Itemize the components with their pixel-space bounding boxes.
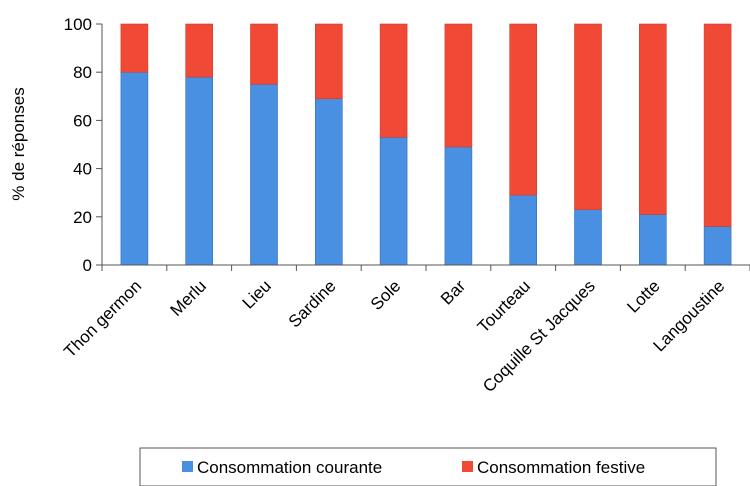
x-tick-label-1: Merlu <box>167 276 210 319</box>
legend: Consommation courante Consommation festiv… <box>139 447 717 486</box>
y-tick-label-100: 100 <box>64 15 92 34</box>
x-tick-label-2: Lieu <box>239 276 275 312</box>
bar-festive-4 <box>379 23 408 138</box>
bar-courante-8 <box>638 214 667 266</box>
bar-festive-9 <box>703 23 732 227</box>
bar-courante-7 <box>574 209 602 266</box>
y-axis-title: % de réponses <box>9 87 28 200</box>
bar-festive-8 <box>638 23 667 215</box>
bar-festive-5 <box>444 23 473 148</box>
x-tick-label-7: Coquille St Jacques <box>479 276 599 396</box>
legend-swatch-festive <box>462 461 473 472</box>
bar-courante-2 <box>250 83 278 266</box>
y-tick-label-40: 40 <box>73 160 92 179</box>
bar-festive-0 <box>120 23 149 73</box>
bar-courante-0 <box>120 71 149 266</box>
x-tick-label-4: Sole <box>367 276 404 313</box>
legend-swatch-courante <box>182 461 193 472</box>
legend-box <box>139 447 717 486</box>
y-tick-label-80: 80 <box>73 63 92 82</box>
x-tick-label-3: Sardine <box>285 276 340 331</box>
bar-courante-6 <box>509 194 538 266</box>
bar-courante-4 <box>379 136 408 266</box>
legend-label-festive: Consommation festive <box>477 458 645 477</box>
bar-festive-1 <box>185 23 213 78</box>
bar-festive-7 <box>574 23 602 210</box>
bar-festive-3 <box>314 23 343 100</box>
y-tick-label-20: 20 <box>73 208 92 227</box>
x-axis: Thon germon Merlu Lieu Sardine Sole Bar Tourte… <box>60 264 750 396</box>
bar-courante-1 <box>185 76 213 266</box>
bar-festive-2 <box>250 23 278 85</box>
x-tick-label-5: Bar <box>437 276 469 308</box>
y-axis: 0 20 40 60 80 100 <box>64 15 103 275</box>
legend-label-courante: Consommation courante <box>197 458 382 477</box>
bar-courante-3 <box>314 98 343 266</box>
bar-festive-6 <box>509 23 538 196</box>
y-tick-label-0: 0 <box>83 256 92 275</box>
x-tick-label-0: Thon germon <box>60 276 145 361</box>
x-tick-label-6: Tourteau <box>474 276 534 336</box>
plot-area <box>120 23 732 266</box>
bar-courante-5 <box>444 146 473 266</box>
bar-courante-9 <box>703 226 732 266</box>
y-tick-label-60: 60 <box>73 111 92 130</box>
x-tick-label-8: Lotte <box>623 276 663 316</box>
